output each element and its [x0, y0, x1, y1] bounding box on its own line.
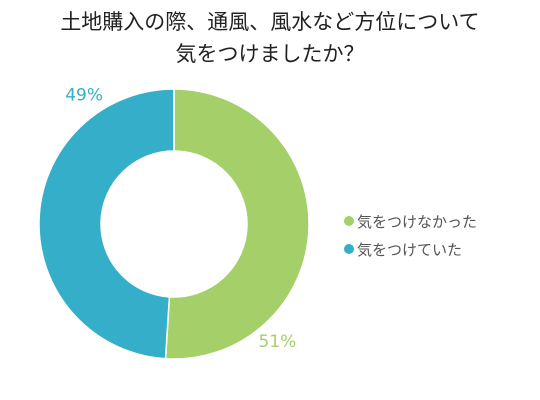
legend-label-did-not-care: 気をつけなかった [357, 212, 478, 231]
legend-item-did-care: 気をつけていた [344, 235, 477, 263]
legend-item-did-not-care: 気をつけなかった [344, 207, 477, 235]
donut-slice-did-not-care [164, 88, 310, 360]
legend-label-did-care: 気をつけていた [357, 240, 463, 259]
legend-swatch-did-care [344, 244, 354, 254]
data-label-did-care: 49% [65, 85, 103, 105]
data-label-did-not-care: 51% [259, 332, 297, 352]
chart-title-line-2: 気をつけましたか？ [175, 42, 365, 66]
chart-legend: 気をつけなかった 気をつけていた [344, 207, 477, 263]
chart-title-line-1: 土地購入の際、通風、風水など方位について [60, 10, 480, 34]
donut-slice-did-care [38, 88, 175, 360]
chart-title: 土地購入の際、通風、風水など方位について 気をつけましたか？ [0, 6, 540, 70]
legend-swatch-did-not-care [344, 216, 354, 226]
